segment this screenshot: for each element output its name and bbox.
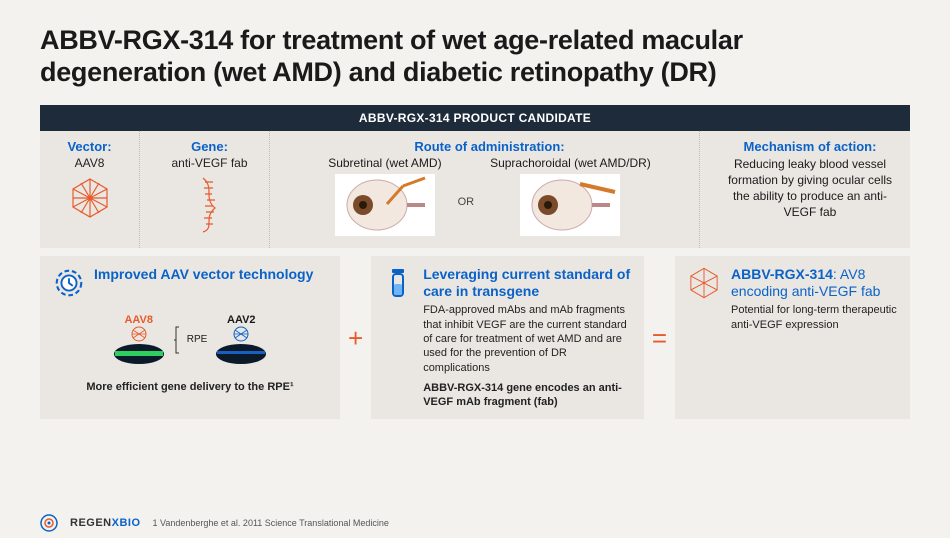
card-transgene: Leveraging current standard of care in t… (371, 256, 644, 420)
card-c-text: Potential for long-term therapeutic anti… (731, 303, 898, 332)
bracket-icon (173, 325, 181, 355)
moa-text: Reducing leaky blood vessel formation by… (720, 156, 900, 221)
card-a-caption: More efficient gene delivery to the RPE¹ (52, 380, 328, 394)
aav2-label: AAV2 (227, 314, 256, 326)
card-b-bold: ABBV-RGX-314 gene encodes an anti-VEGF m… (423, 381, 632, 410)
citation-footnote: 1 Vandenberghe et al. 2011 Science Trans… (153, 518, 389, 528)
roa-right-label: Suprachoroidal (wet AMD/DR) (490, 156, 651, 170)
card-vector-tech: Improved AAV vector technology AAV8 RPE … (40, 256, 340, 420)
logo-part-b: XBIO (112, 517, 141, 529)
card-a-title: Improved AAV vector technology (94, 266, 313, 296)
card-c-title: ABBV-RGX-314: AV8 encoding anti-VEGF fab (731, 266, 898, 300)
capsid-result-icon (687, 266, 721, 300)
roa-left-label: Subretinal (wet AMD) (328, 156, 441, 170)
company-logo-icon (40, 514, 58, 532)
rpe-label: RPE (187, 334, 208, 345)
roa-or: OR (452, 196, 481, 208)
aav8-retina-icon (111, 326, 167, 366)
plus-operator: + (348, 325, 363, 351)
gene-value: anti-VEGF fab (160, 156, 259, 170)
vector-value: AAV8 (50, 156, 129, 170)
eye-subretinal-icon (335, 174, 435, 236)
roa-title: Route of administration: (290, 139, 689, 154)
card-c-title-strong: ABBV-RGX-314 (731, 266, 833, 282)
aav2-retina-icon (213, 326, 269, 366)
gene-cell: Gene: anti-VEGF fab (150, 131, 270, 248)
vector-title: Vector: (50, 139, 129, 154)
logo-part-a: REGEN (70, 517, 112, 529)
capsid-icon (68, 176, 112, 220)
top-panel: Vector: AAV8 Gene: anti-VEGF fab Route o… (40, 131, 910, 248)
moa-cell: Mechanism of action: Reducing leaky bloo… (710, 131, 910, 248)
bottom-panel: Improved AAV vector technology AAV8 RPE … (40, 256, 910, 420)
page-title: ABBV-RGX-314 for treatment of wet age-re… (40, 24, 910, 89)
footer: REGENXBIO 1 Vandenberghe et al. 2011 Sci… (40, 514, 389, 532)
moa-title: Mechanism of action: (720, 139, 900, 154)
card-b-title: Leveraging current standard of care in t… (423, 266, 632, 300)
gene-title: Gene: (160, 139, 259, 154)
gene-helix-icon (195, 176, 225, 234)
product-candidate-banner: ABBV-RGX-314 PRODUCT CANDIDATE (40, 105, 910, 131)
card-result: ABBV-RGX-314: AV8 encoding anti-VEGF fab… (675, 256, 910, 420)
vector-cell: Vector: AAV8 (40, 131, 140, 248)
clock-vector-icon (52, 266, 86, 300)
eye-suprachoroidal-icon (520, 174, 620, 236)
company-logo-text: REGENXBIO (70, 517, 141, 529)
equals-operator: = (652, 325, 667, 351)
roa-left: Subretinal (wet AMD) (328, 156, 441, 236)
aav8-label: AAV8 (124, 314, 153, 326)
vial-icon (383, 266, 413, 302)
card-b-text: FDA-approved mAbs and mAb fragments that… (423, 303, 632, 374)
roa-right: Suprachoroidal (wet AMD/DR) (490, 156, 651, 236)
roa-cell: Route of administration: Subretinal (wet… (280, 131, 700, 248)
